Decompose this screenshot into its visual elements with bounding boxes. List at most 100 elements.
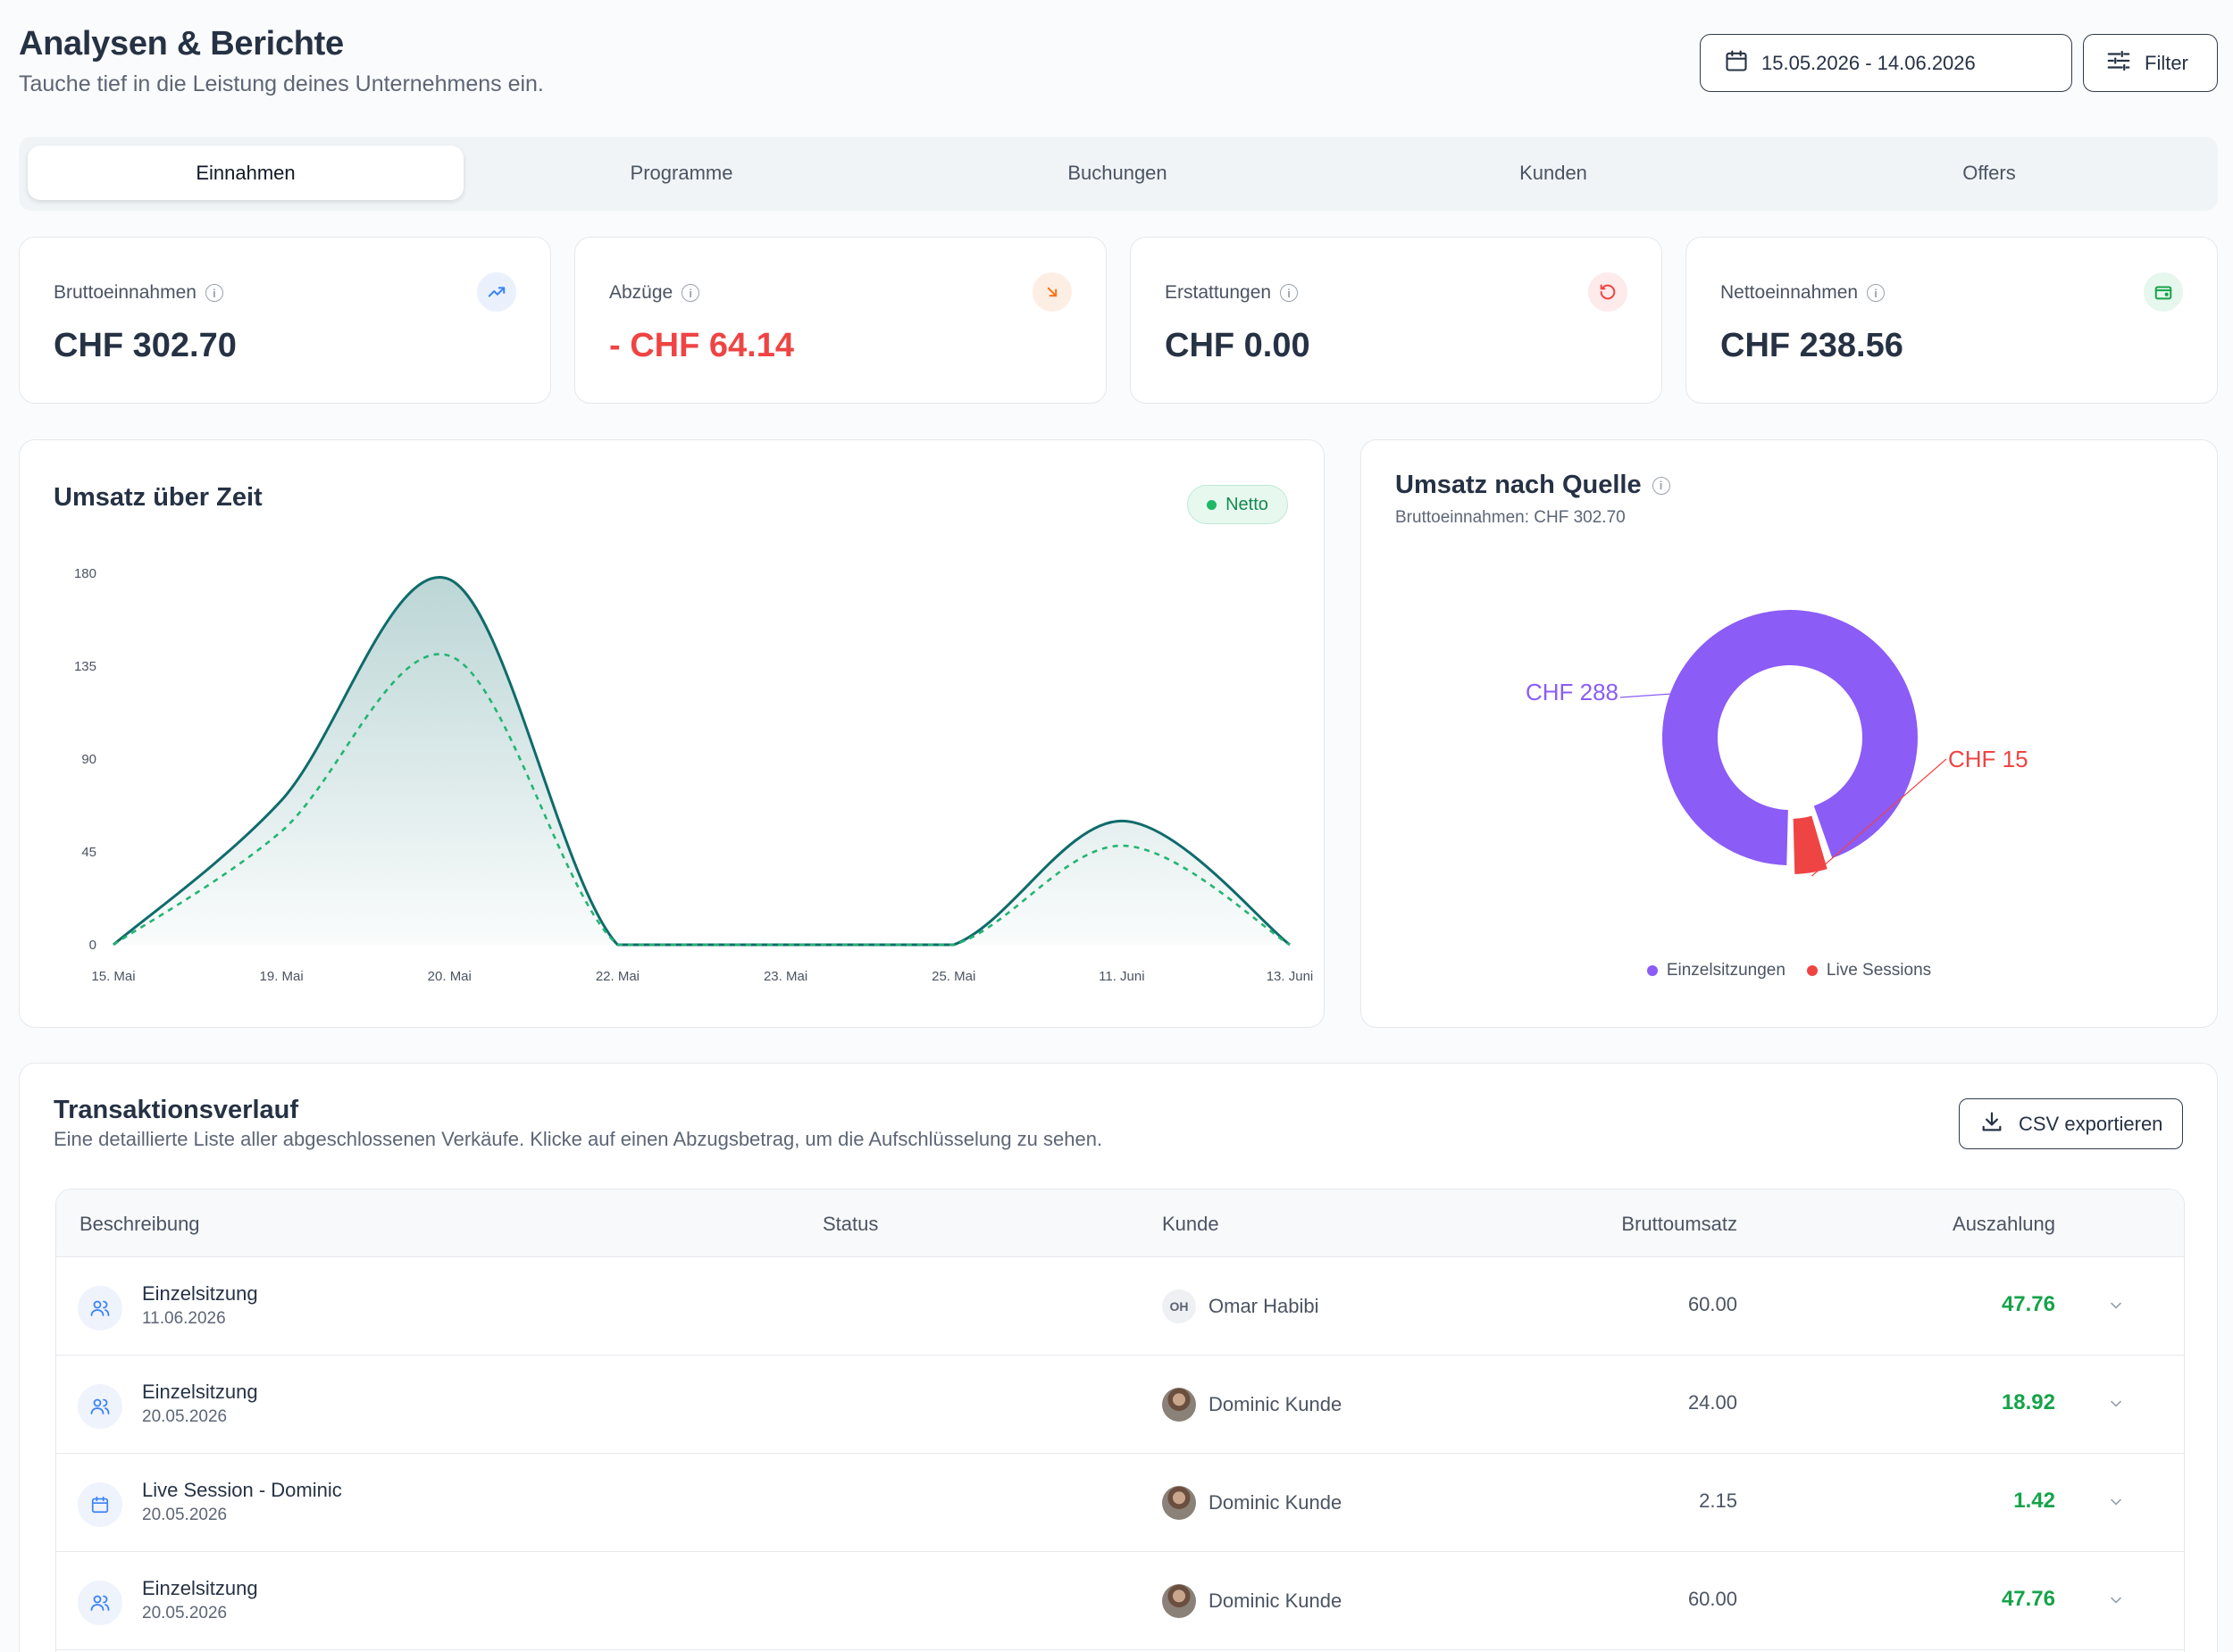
kpi-value: - CHF 64.14 xyxy=(609,327,794,364)
kpi-card-refunds: Erstattungen i CHF 0.00 xyxy=(1130,237,1662,404)
kpi-label: Abzüge xyxy=(609,282,673,303)
chevron-down-icon[interactable] xyxy=(2107,1591,2125,1614)
column-header[interactable]: Beschreibung xyxy=(79,1213,200,1235)
tab-einnahmen[interactable]: Einnahmen xyxy=(28,146,464,200)
chevron-down-icon[interactable] xyxy=(2107,1395,2125,1417)
row-title: Einzelsitzung xyxy=(142,1577,258,1599)
label-leader xyxy=(1619,693,1670,698)
customer-name: Dominic Kunde xyxy=(1208,1491,1342,1514)
payout-amount[interactable]: 18.92 xyxy=(2001,1390,2055,1414)
chevron-down-icon[interactable] xyxy=(2107,1297,2125,1319)
info-icon[interactable]: i xyxy=(205,284,223,302)
x-tick-label: 23. Mai xyxy=(764,969,807,984)
kpi-card-gross: Bruttoeinnahmen i CHF 302.70 xyxy=(19,237,551,404)
filter-label: Filter xyxy=(2145,51,2188,74)
row-title: Einzelsitzung xyxy=(142,1282,258,1305)
x-tick-label: 19. Mai xyxy=(260,969,304,984)
calendar-icon xyxy=(1724,48,1749,79)
info-icon[interactable]: i xyxy=(682,284,700,302)
payout-amount[interactable]: 47.76 xyxy=(2001,1587,2055,1611)
table-row[interactable]: Einzelsitzung 11.06.2026 OH Omar Habibi … xyxy=(56,1257,2184,1356)
chart-title: Umsatz über Zeit xyxy=(54,483,263,512)
payout-amount[interactable]: 47.76 xyxy=(2001,1292,2055,1316)
avatar xyxy=(1162,1388,1196,1422)
transactions-table: Beschreibung Status Kunde Bruttoumsatz A… xyxy=(55,1189,2185,1652)
info-icon[interactable]: i xyxy=(1280,284,1299,302)
sliders-icon xyxy=(2105,47,2132,79)
revenue-area-chart: 0 45 90 135 180 15. Mai 19. Mai 20. Mai 22. Mai 2… xyxy=(74,566,1314,984)
section-title: Transaktionsverlauf xyxy=(54,1096,298,1124)
customer-name: Dominic Kunde xyxy=(1208,1589,1342,1612)
chart-subtitle: Bruttoeinnahmen: CHF 302.70 xyxy=(1395,508,1626,527)
legend-item[interactable]: Live Sessions xyxy=(1806,961,1932,980)
label-leader xyxy=(1811,758,1947,877)
status-dot xyxy=(1207,499,1217,510)
revenue-chart-card: Umsatz über Zeit Netto 0 45 90 135 180 15. Ma… xyxy=(19,439,1325,1028)
netto-badge[interactable]: Netto xyxy=(1187,485,1288,524)
table-row[interactable]: Einzelsitzung 20.05.2026 Dominic Kunde 6… xyxy=(56,1552,2184,1650)
refresh-icon xyxy=(1588,272,1627,312)
gross-amount: 60.00 xyxy=(1687,1293,1737,1315)
legend-label: Live Sessions xyxy=(1826,961,1932,980)
series-line xyxy=(113,576,1291,947)
column-header[interactable]: Status xyxy=(823,1213,879,1235)
x-tick-label: 15. Mai xyxy=(91,969,135,984)
date-range-button[interactable]: 15.05.2026 - 14.06.2026 xyxy=(1700,34,2072,92)
tab-buchungen[interactable]: Buchungen xyxy=(1067,161,1167,184)
tab-programme[interactable]: Programme xyxy=(630,161,733,184)
row-date: 20.05.2026 xyxy=(142,1604,228,1623)
slice-label: CHF 15 xyxy=(1948,746,2028,772)
pie-slice[interactable] xyxy=(1662,610,1918,865)
info-icon[interactable]: i xyxy=(1652,476,1670,495)
x-tick-label: 22. Mai xyxy=(596,969,640,984)
row-title: Einzelsitzung xyxy=(142,1381,258,1403)
csv-export-label: CSV exportieren xyxy=(2019,1112,2163,1135)
table-row[interactable]: Einzelsitzung 20.05.2026 Dominic Kunde 2… xyxy=(56,1356,2184,1454)
gross-amount: 2.15 xyxy=(1699,1489,1737,1512)
legend-label: Einzelsitzungen xyxy=(1666,961,1786,980)
table-row[interactable]: Live Session - Dominic 20.05.2026 Domini… xyxy=(56,1454,2184,1552)
column-header[interactable]: Kunde xyxy=(1162,1213,1219,1235)
info-icon[interactable]: i xyxy=(1867,284,1886,302)
source-donut-chart: CHF 288 CHF 15 xyxy=(1526,610,2028,877)
x-tick-label: 11. Juni xyxy=(1099,969,1144,984)
netto-label: Netto xyxy=(1225,494,1268,514)
kpi-card-deductions: Abzüge i - CHF 64.14 xyxy=(574,237,1107,404)
avatar xyxy=(1162,1584,1196,1618)
column-header[interactable]: Bruttoumsatz xyxy=(1621,1213,1737,1235)
x-tick-label: 13. Juni xyxy=(1267,969,1314,984)
legend-dot xyxy=(1806,965,1818,976)
series-line-dashed xyxy=(113,653,1291,947)
filter-button[interactable]: Filter xyxy=(2083,34,2218,92)
arrow-down-right-icon xyxy=(1033,272,1072,312)
pie-slice[interactable] xyxy=(1793,815,1827,874)
transactions-card: Transaktionsverlauf Eine detaillierte Li… xyxy=(19,1063,2218,1652)
kpi-value: CHF 302.70 xyxy=(54,327,237,364)
customer-name: Dominic Kunde xyxy=(1208,1393,1342,1415)
trend-up-icon xyxy=(477,272,516,312)
tab-offers[interactable]: Offers xyxy=(1962,161,2016,184)
calendar-icon xyxy=(78,1482,122,1527)
kpi-label: Nettoeinnahmen xyxy=(1720,282,1859,303)
tab-kunden[interactable]: Kunden xyxy=(1519,161,1587,184)
date-range-label: 15.05.2026 - 14.06.2026 xyxy=(1761,51,1976,74)
y-tick-label: 45 xyxy=(81,845,96,860)
kpi-value: CHF 238.56 xyxy=(1720,327,1903,364)
download-icon xyxy=(1979,1109,2004,1139)
users-icon xyxy=(78,1286,122,1331)
column-header[interactable]: Auszahlung xyxy=(1953,1213,2055,1235)
section-subtitle: Eine detaillierte Liste aller abgeschlos… xyxy=(54,1128,1103,1150)
chart-title: Umsatz nach Quelle xyxy=(1395,471,1642,499)
series-area xyxy=(113,577,1290,945)
csv-export-button[interactable]: CSV exportieren xyxy=(1959,1098,2183,1149)
customer-name: Omar Habibi xyxy=(1208,1295,1319,1317)
y-tick-label: 0 xyxy=(89,938,96,953)
avatar: OH xyxy=(1162,1289,1196,1323)
row-date: 11.06.2026 xyxy=(142,1309,226,1328)
chevron-down-icon[interactable] xyxy=(2107,1493,2125,1515)
y-tick-label: 90 xyxy=(81,752,96,767)
legend-item[interactable]: Einzelsitzungen xyxy=(1646,961,1786,980)
payout-amount[interactable]: 1.42 xyxy=(2013,1489,2055,1513)
x-tick-label: 20. Mai xyxy=(428,969,472,984)
users-icon xyxy=(78,1581,122,1625)
